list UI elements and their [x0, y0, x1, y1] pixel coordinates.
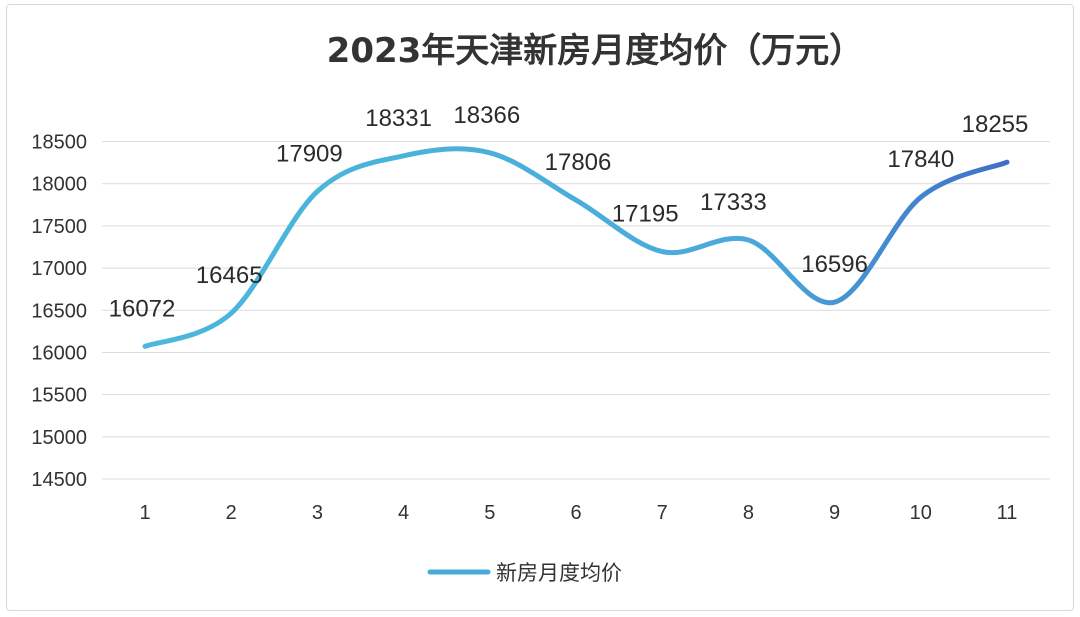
x-tick-label: 8: [743, 502, 754, 524]
x-tick-label: 6: [570, 502, 581, 524]
y-tick-label: 15000: [31, 427, 87, 449]
x-tick-label: 1: [139, 502, 150, 524]
data-label: 18331: [365, 105, 432, 132]
x-tick-label: 3: [312, 502, 323, 524]
y-tick-label: 18000: [31, 174, 87, 196]
y-tick-label: 18500: [31, 132, 87, 154]
x-tick-label: 5: [484, 502, 495, 524]
y-tick-label: 15500: [31, 385, 87, 407]
y-axis-ticks: 14500 15000 15500 16000 16500 17000 17500 18000…: [31, 132, 87, 492]
x-tick-label: 7: [657, 502, 668, 524]
data-label: 16072: [109, 295, 176, 322]
data-label: 17806: [545, 149, 612, 176]
data-label: 17333: [700, 189, 767, 216]
y-tick-label: 16000: [31, 342, 87, 364]
x-tick-label: 4: [398, 502, 409, 524]
legend-label: 新房月度均价: [496, 561, 622, 585]
y-tick-label: 17000: [31, 258, 87, 280]
y-tick-label: 14500: [31, 469, 87, 491]
x-axis-ticks: 1 2 3 4 5 6 7 8 9 10 11: [139, 502, 1017, 524]
x-tick-label: 9: [829, 502, 840, 524]
x-tick-label: 11: [997, 502, 1018, 524]
data-label: 17840: [887, 146, 954, 173]
data-label: 17195: [612, 201, 679, 228]
data-label: 17909: [276, 140, 343, 167]
y-tick-label: 16500: [31, 300, 87, 322]
x-tick-label: 2: [226, 502, 237, 524]
data-label: 18255: [962, 111, 1029, 138]
data-label: 16465: [196, 262, 263, 289]
data-label: 16596: [801, 251, 868, 278]
series-line: [142, 146, 1010, 349]
legend: 新房月度均价: [427, 561, 622, 585]
chart-title: 2023年天津新房月度均价（万元）: [327, 31, 864, 71]
y-tick-label: 17500: [31, 216, 87, 238]
chart-frame: [6, 4, 1074, 611]
data-label: 18366: [453, 102, 520, 129]
x-tick-label: 10: [910, 502, 932, 524]
gridlines: [102, 141, 1050, 480]
